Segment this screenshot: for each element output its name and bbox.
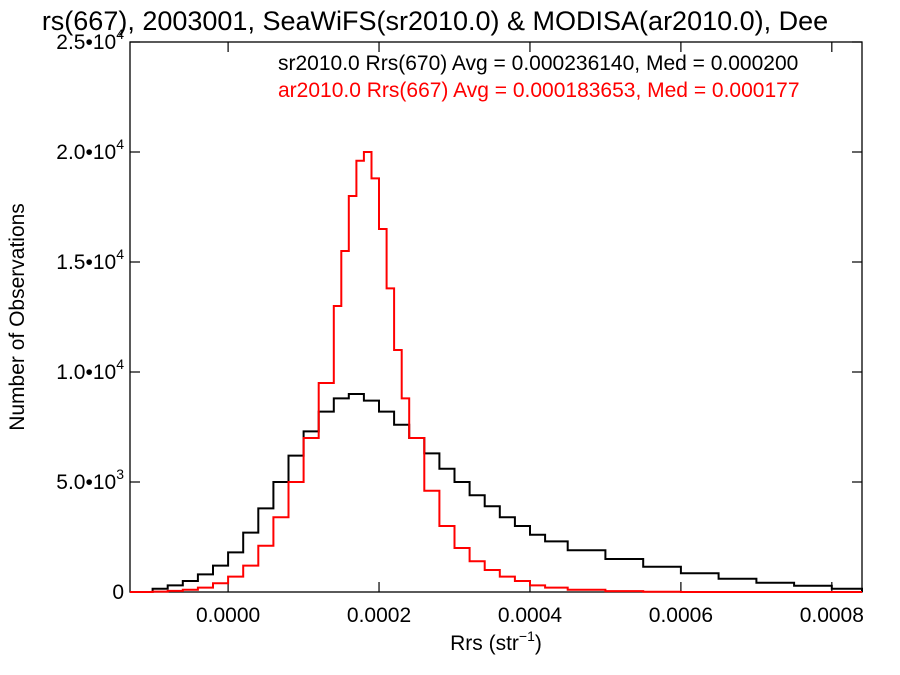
legend-entry-red: ar2010.0 Rrs(667) Avg = 0.000183653, Med… xyxy=(278,79,800,102)
legend-entry-black: sr2010.0 Rrs(670) Avg = 0.000236140, Med… xyxy=(278,52,798,75)
chart-title: rs(667), 2003001, SeaWiFS(sr2010.0) & MO… xyxy=(42,6,828,36)
legend: sr2010.0 Rrs(670) Avg = 0.000236140, Med… xyxy=(278,52,800,102)
x-tick-label: 0.0008 xyxy=(800,604,864,627)
x-axis-label-end: ) xyxy=(535,632,542,655)
x-tick-label: 0.0004 xyxy=(498,604,563,627)
y-tick-label: 5.0•103 xyxy=(56,466,124,494)
axis-ticks: 0.0000 0.0002 0.0004 0.0006 0.0008 0 5.0•103 1.… xyxy=(56,26,864,627)
y-axis-label: Number of Observations xyxy=(6,203,29,431)
series-line-0 xyxy=(130,393,863,593)
x-axis-label: Rrs (str−1) xyxy=(450,628,542,655)
x-tick-label: 0.0000 xyxy=(196,604,260,627)
y-tick-label: 0 xyxy=(112,581,124,604)
x-tick-label: 0.0002 xyxy=(347,604,411,627)
x-axis-label-sup: −1 xyxy=(519,628,535,644)
x-axis-label-main: Rrs (str xyxy=(450,632,519,655)
plot-frame xyxy=(129,41,863,593)
y-tick-label: 1.0•104 xyxy=(56,356,124,384)
series-line-1 xyxy=(130,151,862,593)
series-layer xyxy=(130,151,863,593)
y-tick-label: 2.5•104 xyxy=(56,26,124,54)
x-tick-label: 0.0006 xyxy=(649,604,713,627)
y-tick-label: 1.5•104 xyxy=(56,246,124,274)
y-tick-label: 2.0•104 xyxy=(56,136,124,164)
